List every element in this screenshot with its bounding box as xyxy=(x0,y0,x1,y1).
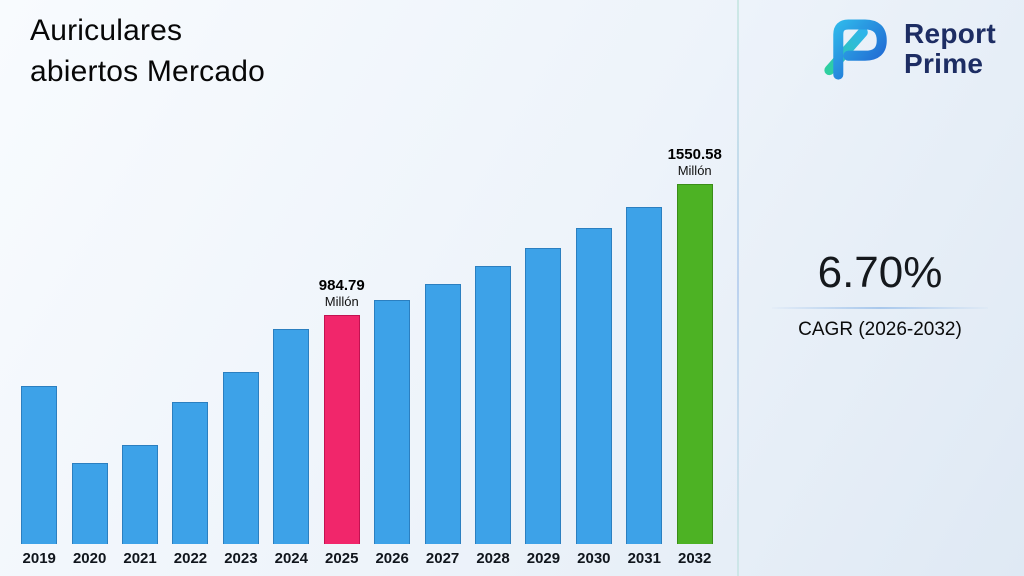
bar-2030 xyxy=(575,228,612,544)
report-prime-logo-icon xyxy=(824,19,887,80)
annotation-unit: Millón xyxy=(324,294,359,309)
bar-slot-2023: 2023 xyxy=(216,372,266,568)
bar-2025 xyxy=(323,315,360,544)
bar-slot-2024: 2024 xyxy=(266,329,316,568)
cagr-value: 6.70% xyxy=(817,248,943,297)
bar-2026 xyxy=(374,300,411,544)
x-tick-2022: 2022 xyxy=(173,550,208,567)
cagr-panel: 6.70% CAGR (2026-2032) xyxy=(758,248,1002,341)
bar-slot-2025: 984.79 Millón 2025 xyxy=(317,277,367,568)
x-tick-2028: 2028 xyxy=(476,550,510,567)
bar-2029 xyxy=(525,248,562,544)
brand-wordmark: Report Prime xyxy=(903,17,996,79)
bar-slot-2029: 2029 xyxy=(518,248,568,568)
annotation-value: 1550.58 xyxy=(667,146,722,163)
annotation-value: 984.79 xyxy=(318,277,365,294)
bar-2022 xyxy=(172,402,209,544)
annotation-unit: Millón xyxy=(677,163,712,178)
brand-word-prime: Prime xyxy=(903,48,984,79)
bar-annotation-2032: 1550.58 Millón xyxy=(668,146,722,178)
bar-slot-2021: 2021 xyxy=(115,445,165,568)
cagr-label: CAGR (2026-2032) xyxy=(798,319,962,340)
bar-slot-2032: 1550.58 Millón 2032 xyxy=(668,146,722,568)
x-tick-2023: 2023 xyxy=(224,550,258,567)
bar-2021 xyxy=(122,445,159,544)
page-title-line2: abiertos Mercado xyxy=(30,55,265,89)
page-title-line1: Auriculares xyxy=(30,14,183,47)
bar-2032 xyxy=(676,184,713,544)
bar-2023 xyxy=(222,372,259,544)
bar-slot-2030: 2030 xyxy=(569,228,619,568)
bar-2031 xyxy=(626,207,663,544)
x-tick-2021: 2021 xyxy=(123,550,157,567)
x-tick-2024: 2024 xyxy=(274,550,308,567)
x-tick-2019: 2019 xyxy=(22,550,56,567)
x-tick-2026: 2026 xyxy=(375,550,409,567)
x-tick-2027: 2027 xyxy=(425,550,460,567)
bar-slot-2020: 2020 xyxy=(64,463,114,568)
x-tick-2030: 2030 xyxy=(577,550,611,567)
brand-word-report: Report xyxy=(903,17,996,49)
bar-slot-2022: 2022 xyxy=(165,402,215,568)
bar-slot-2027: 2027 xyxy=(417,284,467,568)
bar-slot-2026: 2026 xyxy=(367,300,417,568)
bar-2028 xyxy=(475,266,511,544)
x-tick-2032: 2032 xyxy=(678,550,712,567)
brand-logo: Report Prime xyxy=(816,12,996,86)
x-tick-2020: 2020 xyxy=(72,550,107,567)
bar-slot-2028: 2028 xyxy=(468,266,518,568)
bar-2019 xyxy=(21,386,58,544)
bar-slot-2031: 2031 xyxy=(619,207,669,568)
bar-2027 xyxy=(424,284,461,544)
bar-slot-2019: 2019 xyxy=(14,386,64,568)
x-tick-2029: 2029 xyxy=(526,550,561,567)
panel-divider xyxy=(737,0,739,576)
bar-2020 xyxy=(71,463,108,544)
bar-2024 xyxy=(273,329,310,544)
page-title: Auriculares abiertos Mercado xyxy=(30,10,265,93)
plot-area: 2019 2020 2021 2022 2023 2024 984.79 Millón 2025… xyxy=(14,116,722,568)
x-tick-2025: 2025 xyxy=(325,550,359,567)
x-tick-2031: 2031 xyxy=(627,550,661,567)
cagr-underline xyxy=(772,307,988,309)
bar-annotation-2025: 984.79 Millón xyxy=(319,277,365,309)
